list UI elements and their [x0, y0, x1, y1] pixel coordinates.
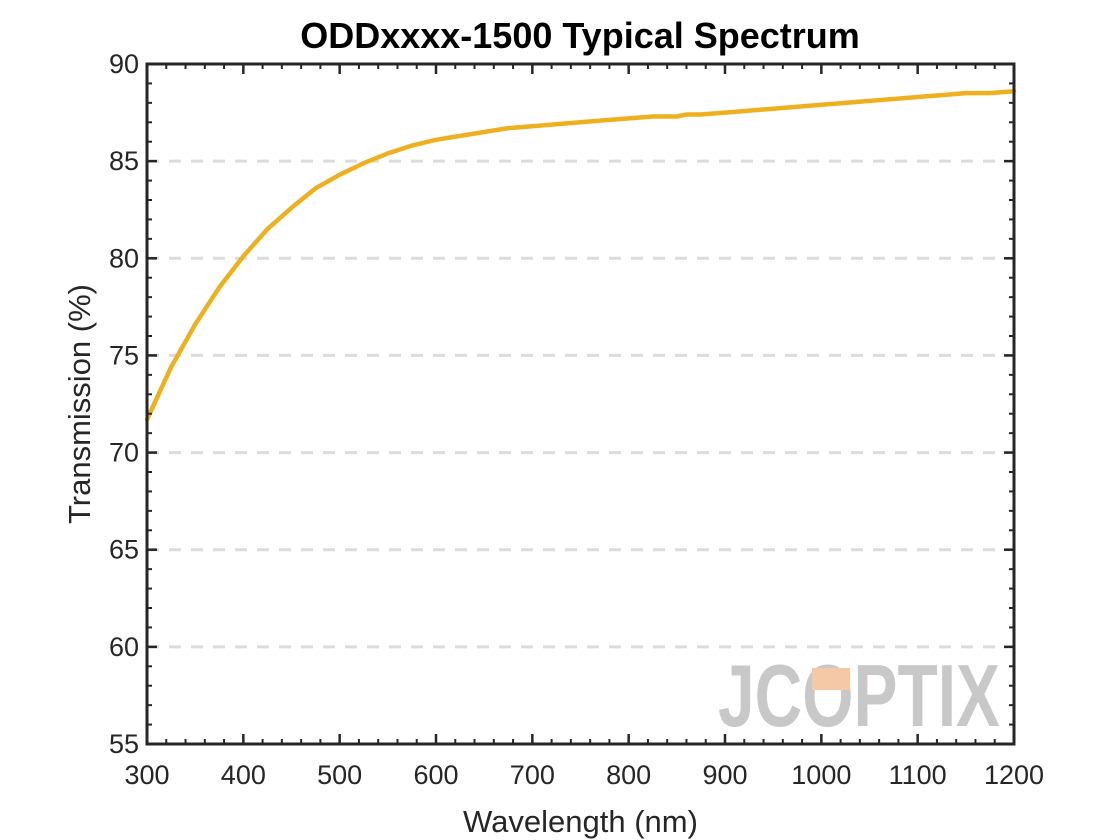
series-line [144, 88, 1017, 422]
y-axis-label: Transmission (%) [62, 284, 97, 524]
y-tick-label: 80 [109, 243, 139, 273]
chart-title: ODDxxxx-1500 Typical Spectrum [300, 15, 860, 56]
x-tick-label: 1100 [889, 760, 947, 790]
x-tick-label: 800 [606, 760, 651, 790]
axis-ticks [145, 62, 1016, 746]
plot-frame [145, 62, 1016, 746]
y-tick-label: 70 [109, 438, 139, 468]
grid-lines [147, 159, 1014, 649]
y-tick-label: 65 [109, 535, 139, 565]
watermark-accent [812, 668, 850, 690]
x-tick-label: 600 [413, 760, 458, 790]
y-tick-label: 60 [109, 632, 139, 662]
x-axis-label: Wavelength (nm) [463, 804, 698, 839]
x-tick-label: 1200 [984, 760, 1044, 790]
y-tick-labels: 55 60 65 70 75 80 85 90 [109, 49, 139, 759]
y-tick-label: 75 [109, 340, 139, 370]
watermark-logo: JCOPTIX [718, 646, 1000, 745]
x-tick-label: 700 [510, 760, 555, 790]
series-layer [144, 88, 1017, 422]
x-tick-label: 400 [221, 760, 266, 790]
watermark-text: JCOPTIX [718, 646, 1000, 745]
y-tick-label: 90 [109, 49, 139, 79]
y-tick-label: 55 [109, 729, 139, 759]
x-tick-label: 1000 [791, 760, 851, 790]
x-tick-label: 900 [702, 760, 747, 790]
x-tick-label: 500 [317, 760, 362, 790]
x-tick-label: 300 [124, 760, 169, 790]
y-tick-label: 85 [109, 146, 139, 176]
x-tick-labels: 300 400 500 600 700 800 900 1000 1100 1200 [124, 760, 1044, 790]
